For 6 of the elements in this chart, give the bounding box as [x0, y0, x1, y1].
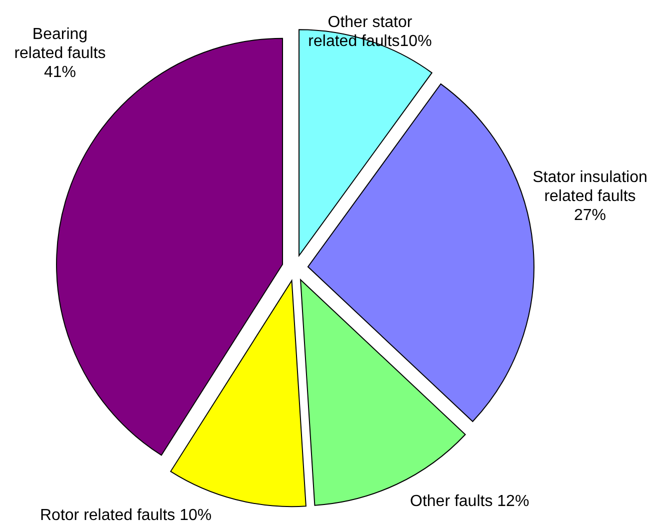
slice-label: Bearing related faults: [14, 26, 106, 62]
slice-label: Other faults 12%: [410, 493, 530, 510]
data-label: 27%: [574, 207, 606, 224]
slice-label: Stator insulation related faults: [532, 169, 648, 205]
slice-label: Rotor related faults 10%: [40, 507, 212, 523]
data-label: 41%: [44, 64, 76, 81]
